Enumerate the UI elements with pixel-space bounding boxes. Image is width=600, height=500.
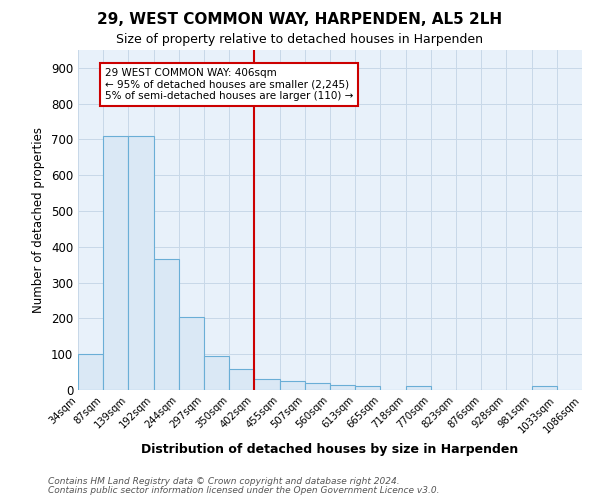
Bar xyxy=(179,316,204,390)
Bar xyxy=(78,354,103,390)
Bar xyxy=(204,356,229,390)
Text: 29 WEST COMMON WAY: 406sqm
← 95% of detached houses are smaller (2,245)
5% of se: 29 WEST COMMON WAY: 406sqm ← 95% of deta… xyxy=(105,68,353,101)
Y-axis label: Number of detached properties: Number of detached properties xyxy=(32,127,46,313)
Bar xyxy=(532,386,557,390)
Text: Contains HM Land Registry data © Crown copyright and database right 2024.: Contains HM Land Registry data © Crown c… xyxy=(48,477,400,486)
Bar xyxy=(254,380,280,390)
Text: 29, WEST COMMON WAY, HARPENDEN, AL5 2LH: 29, WEST COMMON WAY, HARPENDEN, AL5 2LH xyxy=(97,12,503,28)
Bar xyxy=(128,136,154,390)
Bar xyxy=(305,383,330,390)
Bar xyxy=(103,136,128,390)
Text: Size of property relative to detached houses in Harpenden: Size of property relative to detached ho… xyxy=(116,32,484,46)
Bar xyxy=(406,386,431,390)
Bar xyxy=(229,368,254,390)
Bar xyxy=(355,386,380,390)
Bar xyxy=(154,260,179,390)
Bar xyxy=(280,381,305,390)
X-axis label: Distribution of detached houses by size in Harpenden: Distribution of detached houses by size … xyxy=(142,443,518,456)
Bar xyxy=(330,384,355,390)
Text: Contains public sector information licensed under the Open Government Licence v3: Contains public sector information licen… xyxy=(48,486,439,495)
